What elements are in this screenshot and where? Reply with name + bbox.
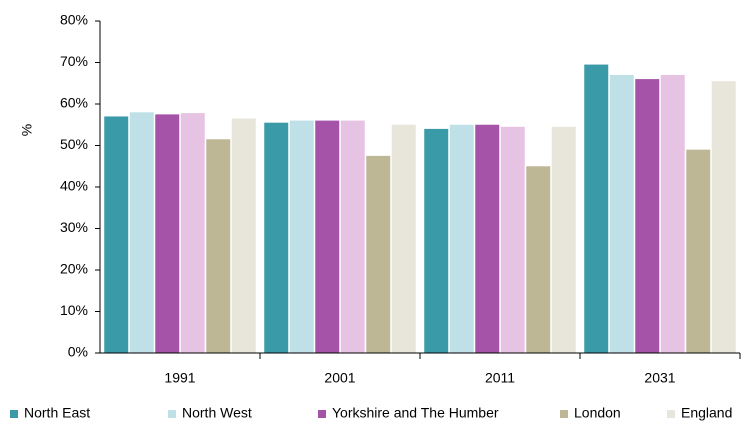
bar [475, 124, 500, 353]
bar [180, 113, 205, 353]
x-tick-label: 2031 [644, 370, 675, 386]
bar [366, 155, 391, 353]
bar [104, 116, 129, 353]
bar [609, 74, 634, 353]
legend-label: London [574, 405, 621, 421]
bar [391, 124, 416, 353]
legend-label: North East [24, 405, 90, 421]
bar [551, 126, 576, 353]
legend-label: England [681, 405, 732, 421]
x-tick-label: 2011 [485, 370, 515, 386]
y-tick-label: 20% [60, 261, 88, 277]
bar [289, 120, 314, 353]
bar [660, 74, 685, 353]
legend-swatch [667, 410, 675, 418]
x-tick-label: 1991 [164, 370, 195, 386]
bar [686, 149, 711, 353]
legend-swatch [168, 410, 176, 418]
bar [315, 120, 340, 353]
x-tick-label: 2001 [324, 370, 355, 386]
bar [129, 112, 154, 353]
legend-label: Yorkshire and The Humber [332, 405, 499, 421]
y-axis-label: % [19, 124, 35, 136]
bar [155, 114, 180, 353]
y-tick-label: 70% [60, 53, 88, 69]
bar [526, 166, 551, 353]
legend-swatch [318, 410, 326, 418]
bar [206, 139, 231, 353]
bar [635, 79, 660, 353]
legend-swatch [10, 410, 18, 418]
bar [424, 128, 449, 353]
y-tick-label: 60% [60, 95, 88, 111]
legend-swatch [560, 410, 568, 418]
bar [264, 122, 289, 353]
y-tick-label: 10% [60, 302, 88, 318]
y-tick-label: 0% [68, 344, 88, 360]
bar [500, 126, 525, 353]
bar [584, 64, 609, 353]
bar [449, 124, 474, 353]
y-tick-label: 80% [60, 12, 88, 28]
bar [231, 118, 256, 354]
bar [340, 120, 365, 353]
y-tick-label: 30% [60, 219, 88, 235]
bar [711, 81, 736, 354]
legend-label: North West [182, 405, 252, 421]
y-tick-label: 50% [60, 136, 88, 152]
y-tick-label: 40% [60, 178, 88, 194]
